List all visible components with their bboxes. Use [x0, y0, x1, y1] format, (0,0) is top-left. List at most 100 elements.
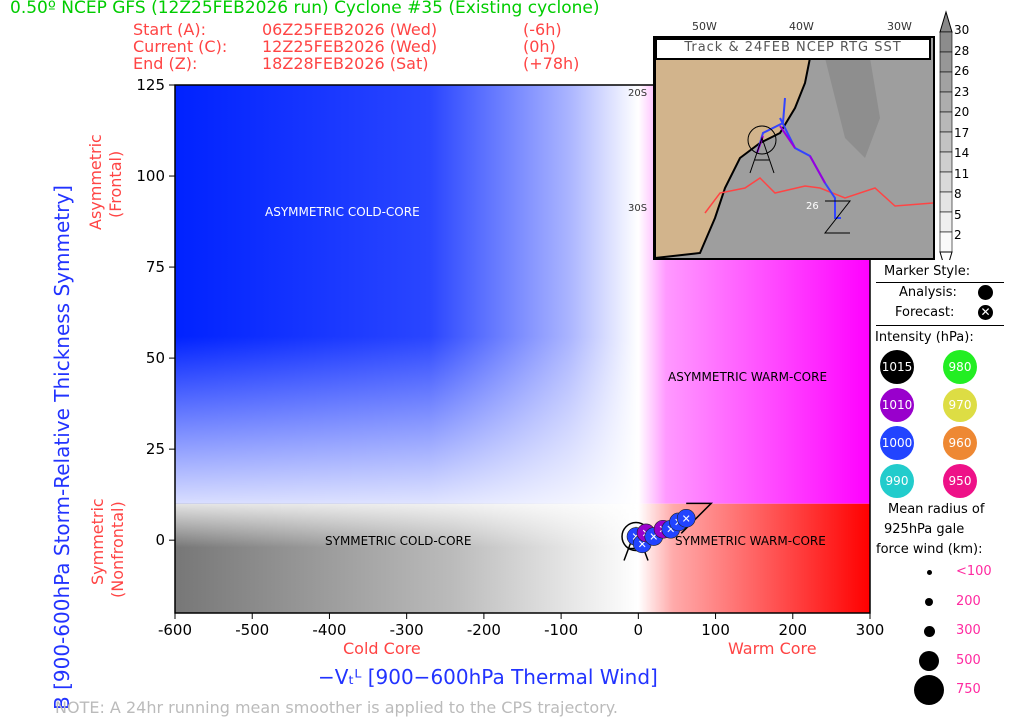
x-tick-label: -200	[467, 621, 501, 639]
intensity-swatch-990: 990	[880, 464, 914, 498]
warm-sst-region	[825, 58, 880, 158]
intensity-swatch-1015: 1015	[880, 350, 914, 384]
radius-dot-icon	[914, 675, 944, 705]
forecast-x-icon: ✕	[638, 538, 647, 551]
colorbar-bin	[939, 211, 953, 233]
radius-title-2: 925hPa gale	[884, 522, 965, 537]
x-tick-label: -500	[235, 621, 269, 639]
intensity-swatch-1000: 1000	[880, 426, 914, 460]
land-mass	[655, 57, 812, 258]
forecast-x-icon: ✕	[682, 512, 691, 525]
radius-label: 200	[956, 593, 981, 609]
colorbar-bin	[939, 71, 953, 93]
analysis-marker-icon	[978, 285, 993, 300]
radius-dot-icon	[919, 650, 939, 671]
colorbar-label: 14	[954, 146, 970, 160]
lat-label-20s: 20S	[628, 88, 648, 99]
analysis-label: Analysis:	[899, 285, 957, 300]
colorbar-bin	[939, 31, 953, 53]
inset-map: Track & 24FEB NCEP RTG SST 26	[653, 36, 935, 260]
marker-style-title: Marker Style:	[884, 264, 971, 279]
colorbar-label: 2	[954, 228, 962, 242]
colorbar-bin	[939, 151, 953, 173]
intensity-swatch-950: 950	[943, 464, 977, 498]
lat-label-30s: 30S	[628, 203, 648, 214]
colorbar-bin	[939, 191, 953, 213]
y-tick-label: 50	[146, 349, 165, 367]
asymmetric-cold-core-fade	[175, 85, 639, 504]
forecast-marker-icon: ✕	[978, 305, 993, 320]
radius-title-3: force wind (km):	[876, 542, 983, 557]
colorbar-bin	[939, 91, 953, 113]
forecast-marker	[676, 509, 696, 528]
intensity-swatch-960: 960	[943, 426, 977, 460]
y-tick-label: 25	[146, 440, 165, 458]
quadrant-label-ll: SYMMETRIC COLD-CORE	[325, 534, 472, 548]
inset-title: Track & 24FEB NCEP RTG SST	[655, 38, 931, 60]
radius-dot-icon	[925, 597, 933, 606]
colorbar-label: 28	[954, 43, 970, 58]
lon-label-40w: 40W	[789, 20, 814, 33]
current-marker-c	[747, 125, 777, 155]
start-offset: (-6h)	[523, 20, 562, 39]
y-tick-label: 125	[136, 76, 165, 94]
inset-map-graphic	[655, 57, 933, 258]
legend: Marker Style: Analysis: Forecast: ✕ Inte…	[872, 262, 1012, 712]
y-tick-label: 100	[136, 167, 165, 185]
start-time: 06Z25FEB2026 (Wed)	[262, 20, 438, 39]
quadrant-label-ul: ASYMMETRIC COLD-CORE	[265, 205, 420, 219]
x-tick-label: 100	[701, 621, 730, 639]
note: NOTE: A 24hr running mean smoother is ap…	[55, 698, 618, 717]
end-time: 18Z28FEB2026 (Sat)	[262, 54, 429, 73]
colorbar-bin	[939, 51, 953, 73]
quadrant-label-ur: ASYMMETRIC WARM-CORE	[668, 370, 828, 384]
sym-annotation-2: (Nonfrontal)	[108, 501, 127, 598]
y-tick-label: 0	[155, 531, 165, 549]
end-offset: (+78h)	[523, 54, 580, 73]
radius-label: 300	[956, 623, 981, 638]
x-tick-label: 200	[778, 621, 807, 639]
x-tick-label: -400	[312, 621, 346, 639]
sst-colorbar: 30 28 26 23 20 17 14 11 8 5 2	[935, 10, 995, 274]
colorbar-bin	[939, 131, 953, 153]
sym-annotation-1: Symmetric	[88, 498, 107, 585]
radius-dot-icon	[926, 569, 932, 575]
forecast-x-icon: ✕	[649, 531, 658, 544]
symmetric-cold-core-fade	[175, 503, 639, 613]
forecast-label: Forecast:	[895, 305, 955, 320]
axes: -600 -500 -400 -300 -200 -100 0 100 200 300 0 25 50 7…	[136, 76, 884, 639]
divider	[876, 282, 1004, 283]
current-label: Current (C):	[133, 37, 228, 56]
colorbar-label: 26	[954, 64, 970, 78]
x-axis-label: −Vₜᴸ [900−600hPa Thermal Wind]	[318, 665, 658, 689]
intensity-swatch-970: 970	[943, 388, 977, 422]
track-point: ✕	[676, 509, 696, 528]
colorbar-label: 20	[954, 105, 970, 119]
asym-annotation-1: Asymmetric	[86, 134, 105, 230]
intensity-title: Intensity (hPa):	[875, 330, 974, 345]
radius-title-1: Mean radius of	[888, 502, 985, 517]
cps-trajectory: ✕✕✕✕✕✕✕✕	[621, 502, 714, 561]
x-tick-label: 300	[856, 621, 885, 639]
colorbar-label: 30	[954, 23, 970, 37]
end-marker-z	[823, 200, 852, 234]
cold-core-annotation: Cold Core	[343, 639, 421, 658]
divider	[876, 325, 1004, 326]
current-offset: (0h)	[523, 37, 556, 56]
x-tick-label: -600	[158, 621, 192, 639]
colorbar-top-arrow	[939, 10, 953, 33]
contour-label: 26	[806, 201, 819, 212]
lon-label-50w: 50W	[692, 20, 717, 33]
intensity-swatch-1010: 1010	[880, 388, 914, 422]
asym-annotation-2: (Frontal)	[106, 150, 125, 218]
colorbar-label: 11	[954, 166, 970, 181]
colorbar-bin	[939, 231, 953, 253]
radius-label: 500	[956, 652, 981, 668]
end-label: End (Z):	[133, 54, 198, 73]
chart-title: 0.50º NCEP GFS (12Z25FEB2026 run) Cyclon…	[10, 0, 600, 18]
radius-label: <100	[956, 564, 992, 579]
colorbar-bottom-arrow	[939, 251, 953, 274]
x-tick-label: -300	[390, 621, 424, 639]
radius-dot-icon	[923, 625, 935, 637]
sst-26-contour	[704, 177, 933, 214]
